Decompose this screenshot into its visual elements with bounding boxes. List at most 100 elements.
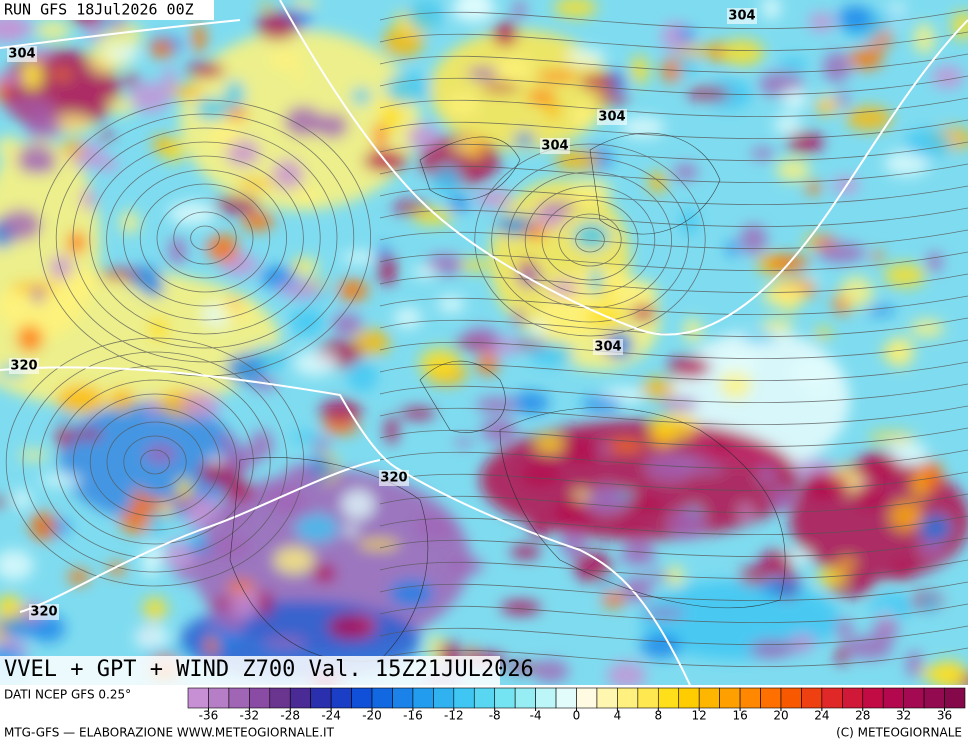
colorbar-swatch: [657, 687, 680, 709]
coastlines: [229, 132, 786, 662]
streamline: [39, 365, 271, 559]
contour-label-bg: [593, 339, 623, 355]
field-blob: [100, 269, 141, 280]
field-blob: [719, 349, 759, 375]
streamline: [379, 493, 968, 514]
streamline: [379, 405, 968, 426]
field-blob: [554, 149, 600, 172]
field-blob: [773, 114, 802, 135]
streamline: [139, 183, 271, 293]
field-blob: [344, 524, 358, 536]
streamline: [123, 169, 287, 307]
field-blob: [573, 221, 611, 251]
field-blob: [352, 329, 391, 356]
field-blob: [385, 73, 430, 104]
field-blob: [293, 350, 338, 377]
field-blob: [910, 319, 945, 338]
streamline: [379, 317, 968, 338]
streamline: [379, 229, 968, 250]
field-blob: [180, 391, 221, 418]
colorbar-swatch: [412, 687, 434, 709]
streamline: [379, 119, 968, 140]
field-blob: [12, 489, 32, 509]
field-blob: [207, 234, 240, 263]
field-blob: [553, 0, 597, 18]
title-box: [0, 656, 500, 685]
field-blob: [144, 443, 177, 464]
streamline: [89, 141, 321, 335]
colorbar-tick-label: 20: [773, 709, 788, 723]
colorbar-tick-label: 24: [814, 709, 829, 723]
field-blob: [74, 273, 98, 291]
field-blob: [35, 20, 71, 41]
streamline: [379, 647, 968, 668]
contour-label-bg: [7, 46, 37, 62]
field-blob: [595, 93, 629, 105]
run-box: [0, 0, 214, 20]
contour-label: 320: [380, 471, 407, 486]
colorbar-swatch: [514, 687, 536, 709]
field-blob: [589, 267, 603, 296]
streamline: [575, 227, 605, 253]
streamline: [379, 537, 968, 558]
field-blob: [758, 464, 776, 485]
field-blob: [719, 368, 752, 400]
field-blob: [720, 39, 765, 66]
field-blob: [562, 437, 600, 464]
colorbar-swatch: [637, 687, 659, 709]
field-blob: [447, 195, 470, 212]
colorbar-swatch: [310, 687, 332, 709]
contour-label: 304: [598, 110, 625, 125]
field-blob: [917, 514, 952, 542]
field-blob: [207, 456, 226, 466]
contour-label: 320: [30, 605, 57, 620]
streamline: [56, 379, 254, 545]
field-blob: [608, 439, 644, 452]
field-blob: [274, 547, 315, 574]
field-blob: [500, 600, 542, 615]
colorbar-swatch: [821, 687, 843, 709]
map-area: [0, 0, 968, 685]
field-blob: [592, 484, 621, 514]
colorbar-swatch: [473, 687, 496, 709]
field-blob: [0, 497, 10, 506]
field-blob: [267, 49, 303, 71]
colorbar-swatch: [719, 687, 741, 709]
streamline: [379, 251, 968, 272]
field-blob: [50, 70, 73, 79]
field-blob: [834, 92, 850, 106]
field-blob: [510, 545, 541, 560]
field-blob: [104, 46, 143, 61]
streamline: [379, 603, 968, 624]
field-blob: [225, 352, 266, 385]
colorbar-tick-label: -20: [362, 709, 382, 723]
colorbar-swatch: [269, 687, 291, 709]
field-blob: [639, 633, 682, 659]
field-blob: [131, 487, 146, 514]
field-blob: [857, 451, 899, 481]
field-blob: [67, 569, 90, 585]
field-blob: [0, 593, 23, 620]
colorbar-tick-label: 28: [855, 709, 870, 723]
field-blob: [776, 158, 811, 182]
field-blob: [407, 0, 444, 32]
field-blob: [574, 551, 612, 583]
colorbar-tick-label: 12: [692, 709, 707, 723]
field-blob: [315, 113, 349, 139]
field-blob: [805, 181, 822, 195]
field-blob: [278, 281, 321, 299]
field-blob: [892, 560, 914, 581]
streamline: [474, 143, 706, 337]
field-blob: [459, 258, 490, 272]
colorbar-swatch: [882, 687, 904, 709]
field-blob: [630, 305, 656, 321]
field-blob: [572, 105, 595, 129]
field-blob: [218, 433, 237, 447]
streamline: [379, 295, 968, 316]
colorbar-swatch: [576, 687, 598, 709]
field-blob: [143, 545, 166, 559]
field-blob: [257, 589, 273, 618]
field-blob: [0, 73, 29, 84]
streamline: [73, 393, 237, 531]
field-blob: [313, 564, 337, 583]
